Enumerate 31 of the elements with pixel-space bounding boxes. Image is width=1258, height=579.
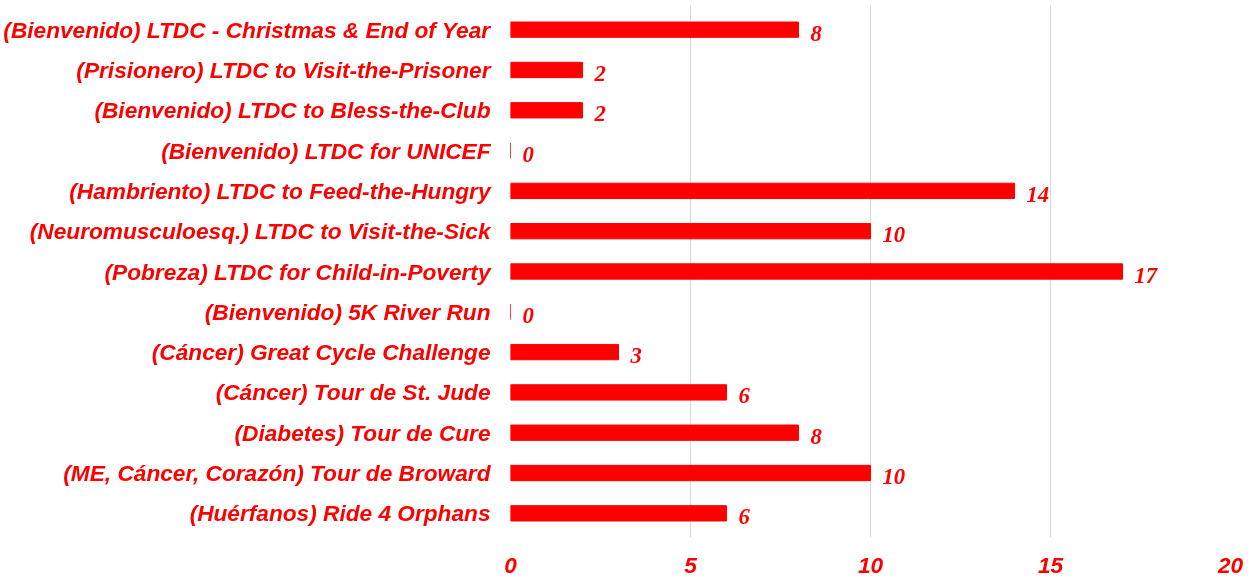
y-tick-label: (Neuromusculoesq.) LTDC to Visit-the-Sick (29, 218, 492, 245)
data-label: 0 (522, 141, 534, 167)
data-label: 8 (810, 20, 822, 46)
x-tick-label: 5 (684, 551, 698, 578)
y-tick-label: (Diabetes) Tour de Cure (234, 419, 491, 446)
y-tick-label: (Hambriento) LTDC to Feed-the-Hungry (69, 177, 492, 204)
x-tick-label: 20 (1216, 551, 1244, 578)
data-label: 2 (593, 60, 606, 86)
data-label: 8 (810, 423, 822, 449)
y-tick-label: (Bienvenido) LTDC - Christmas & End of Year (3, 16, 492, 43)
data-label: 0 (522, 302, 534, 328)
y-tick-label: (Bienvenido) LTDC for UNICEF (161, 137, 492, 164)
data-label: 6 (738, 383, 751, 409)
y-tick-label: (Prisionero) LTDC to Visit-the-Prisoner (76, 56, 492, 83)
data-label: 6 (738, 504, 751, 530)
y-tick-label: (Cáncer) Tour de St. Jude (215, 379, 491, 406)
x-tick-label: 0 (504, 551, 518, 578)
x-tick-label: 10 (857, 551, 884, 578)
data-label: 2 (593, 101, 606, 127)
y-tick-label: (ME, Cáncer, Corazón) Tour de Broward (63, 460, 492, 487)
y-tick-label: (Bienvenido) LTDC to Bless-the-Club (94, 97, 491, 124)
y-tick-label: (Huérfanos) Ride 4 Orphans (189, 500, 491, 527)
data-label: 10 (882, 464, 906, 490)
y-tick-label: (Pobreza) LTDC for Child-in-Poverty (104, 258, 492, 285)
y-tick-label: (Cáncer) Great Cycle Challenge (151, 339, 491, 366)
x-tick-label: 15 (1037, 551, 1064, 578)
data-label: 3 (629, 343, 642, 369)
data-label: 10 (882, 222, 906, 248)
y-tick-label: (Bienvenido) 5K River Run (204, 298, 491, 325)
data-label: 14 (1026, 181, 1050, 207)
data-label: 17 (1134, 262, 1159, 288)
